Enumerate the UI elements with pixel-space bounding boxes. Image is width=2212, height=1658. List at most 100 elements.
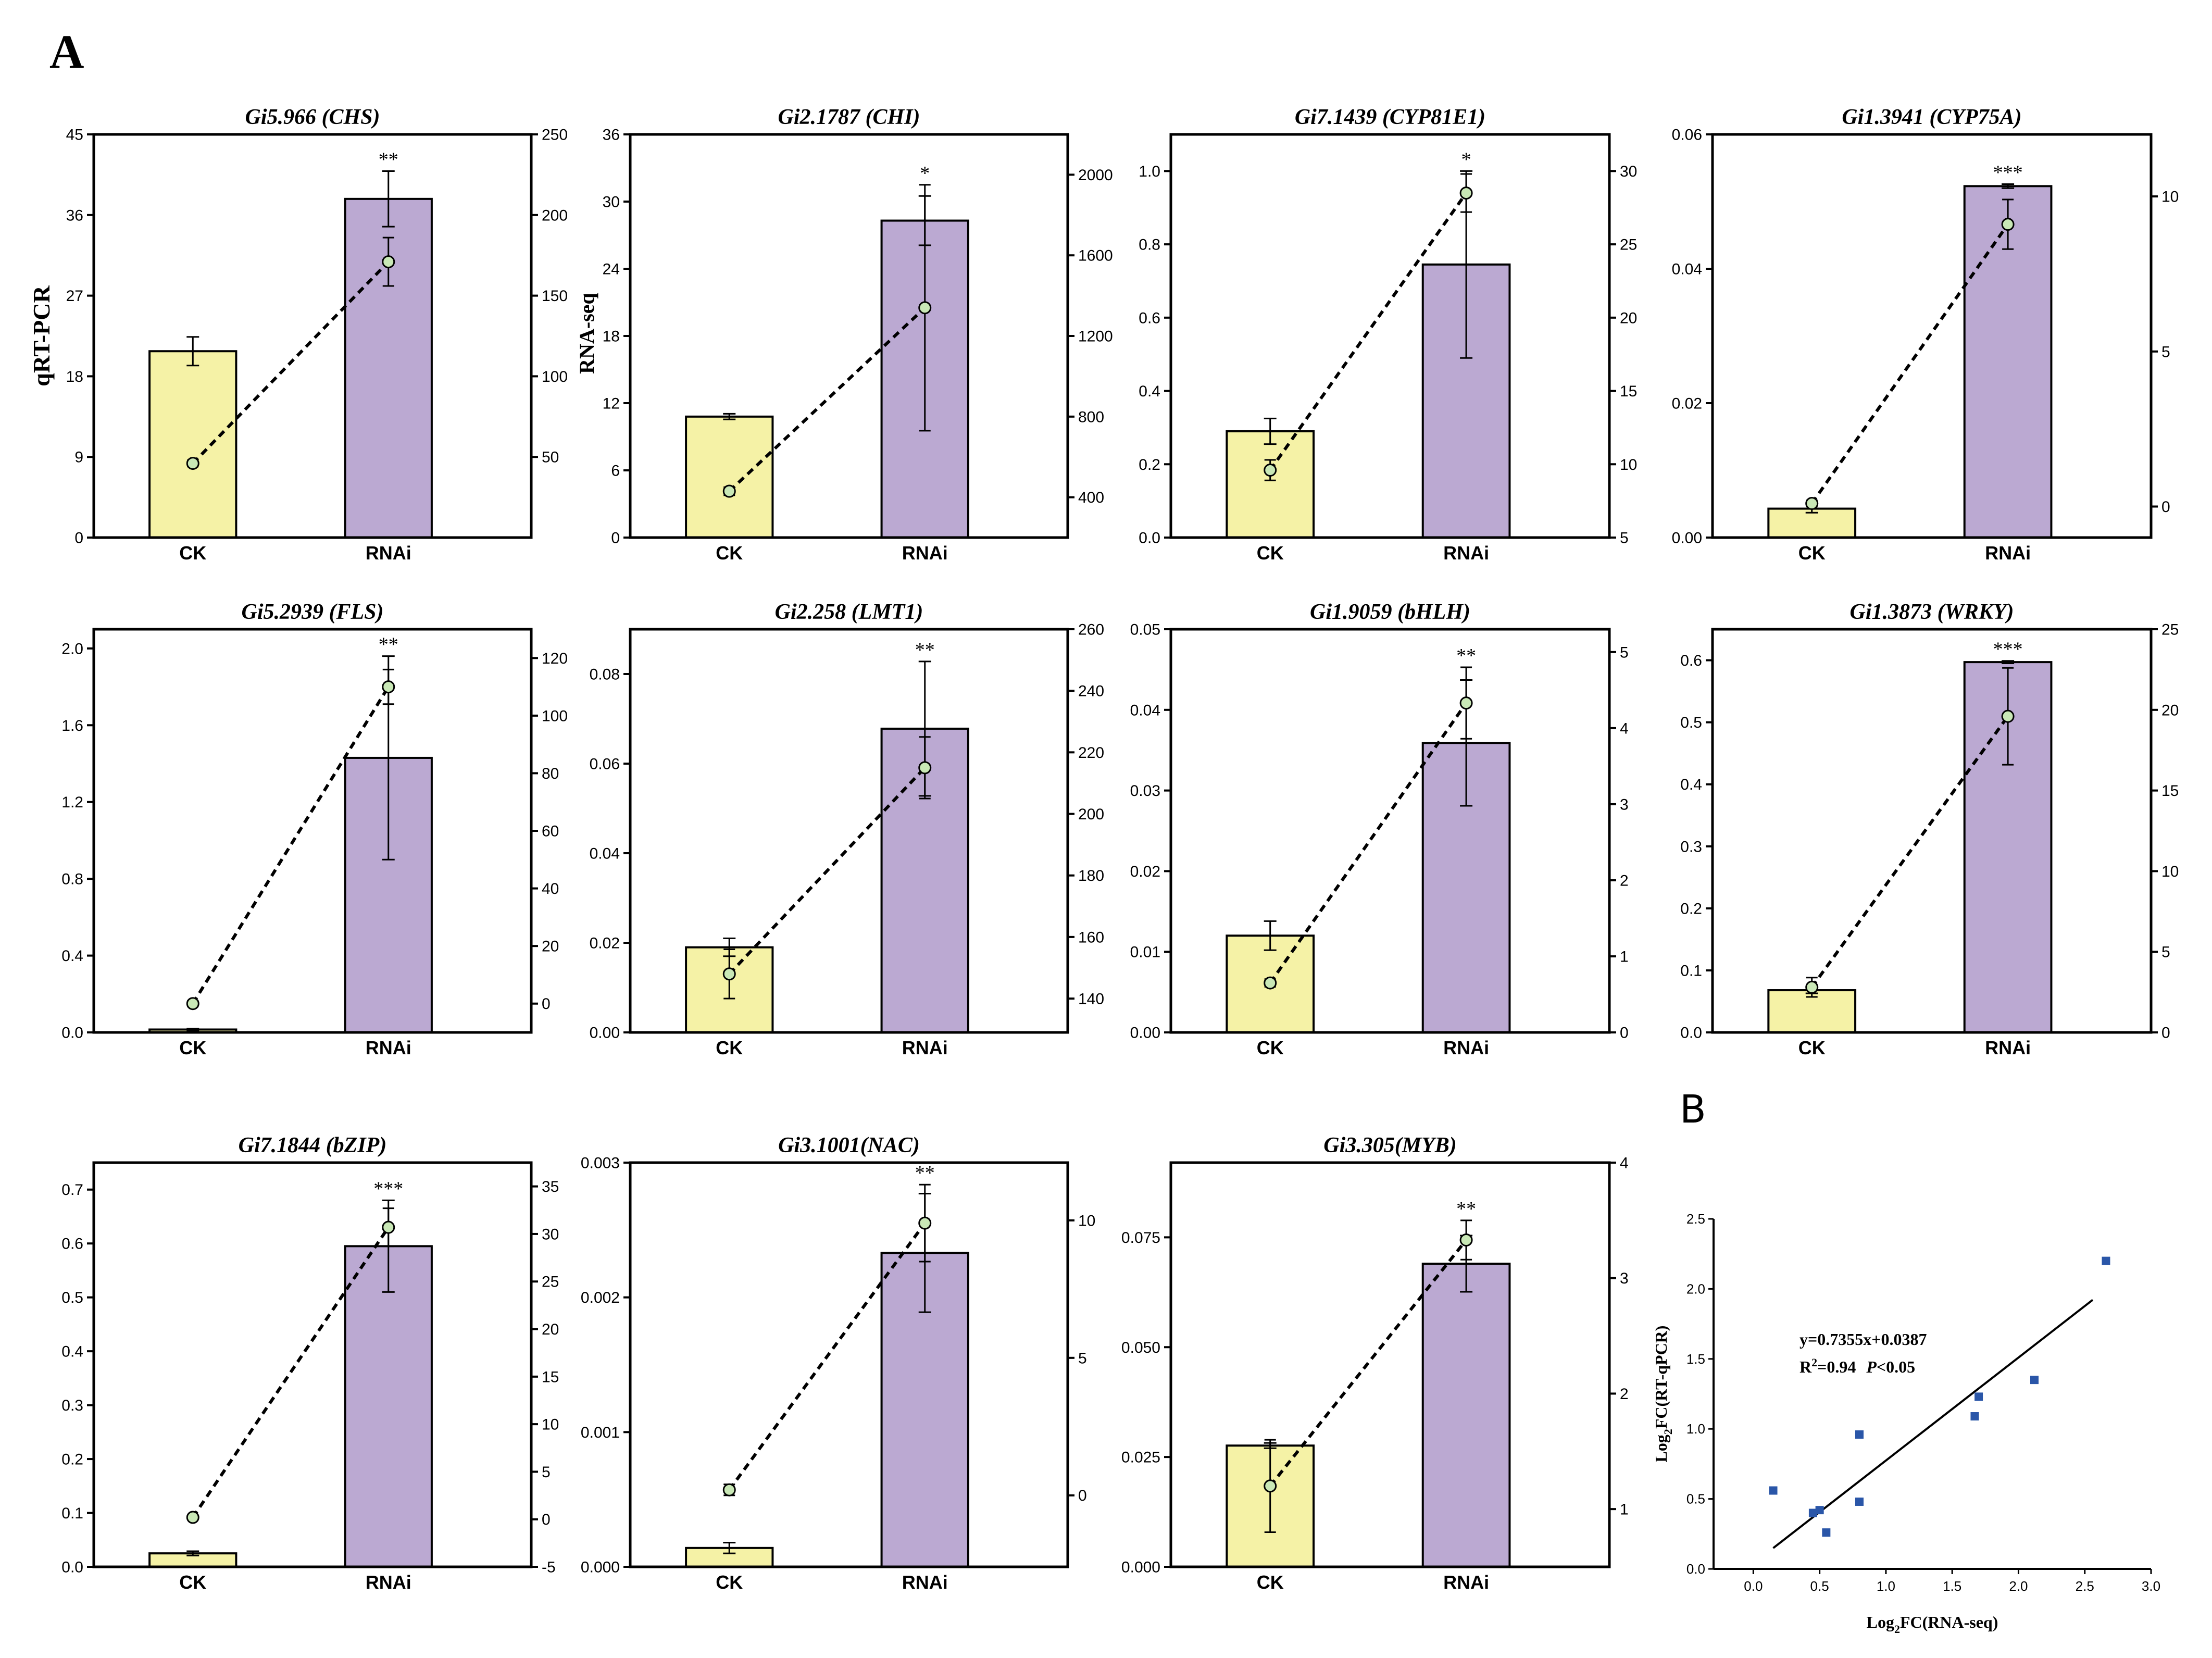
y-tick-label: 0.001	[581, 1424, 620, 1441]
scatter-point	[2030, 1376, 2039, 1385]
p-label: P	[1866, 1357, 1877, 1376]
y-tick-label: 0.00	[1130, 1025, 1160, 1042]
y2-tick-label: 35	[542, 1178, 559, 1195]
y2-tick-label: 25	[2161, 621, 2179, 639]
scatter-point	[2102, 1256, 2110, 1265]
y2-tick-label: 0	[1078, 1487, 1087, 1504]
y-tick-label: 0.4	[61, 948, 83, 965]
x-tick-label: 3.0	[2142, 1578, 2160, 1594]
y-tick-label: 0.4	[1139, 383, 1160, 400]
rnaseq-trend-line	[1810, 223, 2009, 505]
x-category-ck: CK	[1257, 542, 1284, 564]
y-tick-label: 0.2	[1680, 900, 1702, 917]
y-tick-label: 6	[611, 463, 620, 480]
y2-tick-label: 200	[542, 207, 568, 224]
plot-frame	[629, 628, 1069, 1034]
y-tick-label: 0.6	[1139, 309, 1160, 327]
y2-tick-label: 2	[1620, 1386, 1629, 1403]
significance-mark: **	[915, 639, 935, 661]
chart-gi2-258-lmt1: Gi2.258 (LMT1) ** 0.00 0.02 0.04 0.06 0.08 140 1…	[590, 600, 1104, 1058]
x-category-rnai: RNAi	[1443, 542, 1489, 564]
y-tick-label: 0.8	[61, 871, 83, 888]
chart-gi3-305-myb: Gi3.305(MYB) ** 0.000 0.025 0.050 0.075 1 2 3 4 CK…	[1121, 1133, 1629, 1593]
y-tick-label: 27	[66, 288, 83, 305]
y-tick-label: 0.00	[1672, 530, 1702, 547]
rnaseq-point-rnai	[1459, 1233, 1473, 1247]
rnaseq-point-rnai	[918, 1216, 932, 1230]
y-tick-label: 0.04	[1672, 261, 1702, 278]
chart-scatter-correlation: 0.0 0.5 1.0 1.5 2.0 2.5 3.0 0.0 0.5 1.0 1.5 2.0 2.5 y…	[1652, 1211, 2160, 1636]
x-axis-label: Log2FC(RNA-seq)	[1867, 1613, 1998, 1636]
y-tick-label: 0.06	[1672, 127, 1702, 144]
y-tick-label: 0	[74, 530, 83, 547]
plot-frame	[629, 1161, 1069, 1568]
bar-ck	[148, 350, 238, 539]
y-tick-label: 0.03	[1130, 782, 1160, 800]
significance-mark: *	[1461, 148, 1471, 170]
y2-tick-label: 2	[1620, 872, 1629, 889]
rnaseq-trend-line	[1810, 715, 2009, 989]
x-category-ck: CK	[179, 542, 206, 564]
y2-tick-label: 10	[2161, 863, 2179, 880]
rnaseq-point-rnai	[382, 680, 395, 694]
y-tick-label: 24	[603, 261, 620, 278]
y-tick-label: 1.0	[1139, 163, 1160, 180]
y-tick-label: 0.4	[1680, 776, 1702, 793]
y2-tick-label: 0	[2161, 1025, 2170, 1042]
y-tick-label: 0.4	[61, 1343, 83, 1361]
y2-tick-label: 240	[1078, 683, 1104, 700]
y2-tick-label: 1	[1620, 1501, 1629, 1518]
plot-frame	[92, 133, 533, 539]
y2-tick-label: 100	[542, 707, 568, 725]
y-tick-label: 0.075	[1121, 1229, 1160, 1246]
y-label-subscript: 2	[1661, 1429, 1674, 1435]
y2-tick-label: 20	[542, 1321, 559, 1338]
y2-tick-label: 5	[2161, 944, 2170, 961]
y-tick-label: 1.6	[61, 717, 83, 734]
y-tick-label: 0	[611, 530, 620, 547]
y2-tick-label: 15	[542, 1368, 559, 1386]
y2-tick-label: 4	[1620, 720, 1629, 737]
rnaseq-trend-line	[728, 766, 926, 975]
x-category-ck: CK	[179, 1572, 206, 1593]
x-label-subscript: 2	[1894, 1623, 1900, 1636]
significance-mark: **	[379, 149, 398, 171]
rnaseq-point-rnai	[918, 301, 932, 315]
significance-mark: **	[1456, 1198, 1476, 1220]
y-tick-label: 0.000	[581, 1559, 620, 1576]
y-tick-label: 18	[66, 368, 83, 385]
chart-gi1-3941-cyp75a: Gi1.3941 (CYP75A) *** 0.00 0.02 0.04 0.06 0 5 10…	[1672, 105, 2179, 564]
scatter-point	[1815, 1506, 1824, 1515]
r2-prefix: R	[1799, 1357, 1812, 1376]
y-tick-label: 0.025	[1121, 1449, 1160, 1466]
chart-title: Gi7.1844 (bZIP)	[239, 1133, 387, 1157]
y2-tick-label: 40	[542, 880, 559, 897]
p-value: <0.05	[1877, 1357, 1915, 1376]
x-label-part: Log	[1867, 1613, 1894, 1631]
plot-frame	[1169, 1161, 1611, 1568]
x-category-ck: CK	[1257, 1037, 1284, 1058]
x-category-rnai: RNAi	[902, 1572, 948, 1593]
y-tick-label: 0.00	[590, 1025, 620, 1042]
scatter-point	[1769, 1486, 1778, 1495]
y2-tick-label: 1	[1620, 948, 1629, 965]
chart-title: Gi3.1001(NAC)	[778, 1133, 920, 1157]
scatter-point	[1970, 1412, 1979, 1421]
chart-title: Gi5.966 (CHS)	[245, 105, 380, 129]
x-category-rnai: RNAi	[366, 1037, 411, 1058]
x-category-ck: CK	[1798, 542, 1826, 564]
rnaseq-point-ck	[186, 997, 199, 1011]
y2-tick-label: 0	[542, 995, 551, 1013]
rnaseq-point-ck	[1805, 497, 1819, 510]
charts-container: Gi5.966 (CHS)**091827364550100150200250C…	[28, 105, 2179, 1636]
y2-tick-label: 5	[1620, 644, 1629, 661]
y-tick-label: 0.2	[1139, 456, 1160, 473]
y-tick-label: 45	[66, 127, 83, 144]
y-tick-label: 0.04	[1130, 702, 1160, 719]
y-tick-label: 0.000	[1121, 1559, 1160, 1576]
y-tick-label: 1.0	[1686, 1421, 1705, 1437]
y2-tick-label: 30	[542, 1226, 559, 1243]
y2-tick-label: 25	[1620, 236, 1637, 254]
x-category-rnai: RNAi	[1985, 542, 2031, 564]
significance-mark: **	[1456, 645, 1476, 667]
